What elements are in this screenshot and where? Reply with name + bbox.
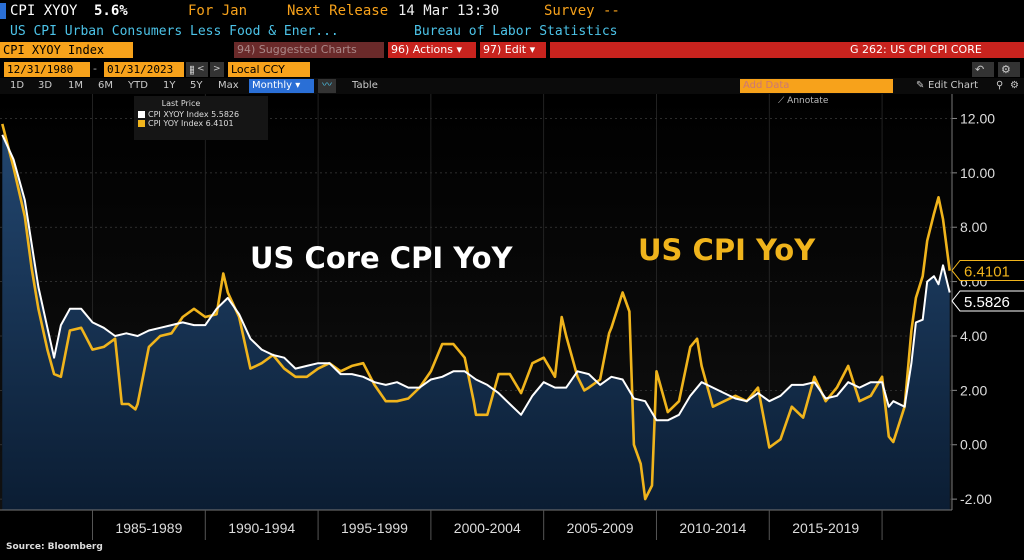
x-period-label: 2010-2014 [679, 520, 746, 536]
edit-chart-icon[interactable]: ✎ [916, 80, 925, 91]
last-value-headline: 6.4101 [964, 263, 1010, 280]
period-6m[interactable]: 6M [98, 80, 113, 91]
period-5y[interactable]: 5Y [190, 80, 203, 91]
table-button[interactable]: Table [352, 80, 378, 91]
y-tick-label: 0.00 [960, 437, 987, 453]
x-period-label: 1995-1999 [341, 520, 408, 536]
header-bar: CPI XYOY 5.6% For Jan Next Release 14 Ma… [0, 0, 1024, 22]
x-period-label: 2015-2019 [792, 520, 859, 536]
ticker-value: 5.6% [94, 3, 128, 19]
legend-label-headline: CPI YOY Index 6.4101 [148, 119, 234, 128]
line-chart-icon[interactable]: 〰 [318, 79, 336, 93]
next-release-label: Next Release [287, 3, 389, 19]
annotation-core: US Core CPI YoY [250, 241, 513, 275]
edit-menu[interactable]: 97) Edit ▾ [480, 42, 546, 58]
undo-icon[interactable]: ↶ [972, 62, 994, 77]
legend: Last Price CPI XYOY Index 5.5826 CPI YOY… [134, 96, 268, 140]
period-ytd[interactable]: YTD [128, 80, 148, 91]
next-period-icon[interactable]: > [210, 62, 224, 77]
annotations: US Core CPI YoY US CPI YoY [250, 233, 816, 275]
period-1y[interactable]: 1Y [163, 80, 176, 91]
y-tick-label: 10.00 [960, 165, 995, 181]
description-bar: US CPI Urban Consumers Less Food & Ener.… [0, 22, 1024, 40]
core-area [2, 134, 950, 511]
zoom-icon[interactable]: ⚲ [996, 80, 1004, 91]
graph-id: G 262: US CPI CPI CORE [850, 43, 982, 56]
next-release-date: 14 Mar 13:30 [398, 3, 500, 19]
suggested-charts-button[interactable]: 94) Suggested Charts [234, 42, 384, 58]
function-bar: CPI XYOY Index 94) Suggested Charts 96) … [0, 40, 1024, 60]
ticker[interactable]: CPI XYOY [10, 3, 78, 19]
last-value-labels: 6.4101 5.5826 [951, 259, 1024, 312]
currency-select[interactable]: Local CCY [228, 62, 310, 77]
x-period-label: 2005-2009 [567, 520, 634, 536]
x-period-label: 1990-1994 [228, 520, 295, 536]
settings-icon[interactable]: ⚙ [998, 62, 1020, 77]
actions-menu[interactable]: 96) Actions ▾ [388, 42, 476, 58]
last-value-core-box [951, 290, 1024, 312]
legend-item-core: CPI XYOY Index 5.5826 [138, 110, 264, 119]
period-3d[interactable]: 3D [38, 80, 53, 91]
legend-item-headline: CPI YOY Index 6.4101 [138, 119, 264, 128]
headline-cpi-line [1, 123, 951, 501]
survey-label: Survey -- [544, 3, 620, 19]
end-date-field[interactable]: 01/31/2023 [104, 62, 184, 77]
annotate-label: Annotate [787, 96, 829, 106]
last-value-headline-box [951, 259, 1024, 281]
chart-area: -2.00 0.00 2.00 4.00 6.00 8.00 10.00 12.00 1985… [0, 94, 1024, 556]
y-tick-label: 2.00 [960, 382, 987, 398]
date-dash: - [93, 62, 97, 75]
legend-swatch-core [138, 111, 145, 118]
annotate-icon: ⟋ [778, 96, 788, 106]
x-axis-band [0, 510, 1024, 556]
core-cpi-line [1, 134, 951, 422]
data-source: Bureau of Labor Statistics [414, 24, 618, 39]
security-description: US CPI Urban Consumers Less Food & Ener.… [10, 24, 339, 39]
gear-icon[interactable]: ⚙ [1010, 80, 1019, 91]
period-1d[interactable]: 1D [10, 80, 25, 91]
y-tick-label: 4.00 [960, 328, 987, 344]
y-tick-label: -2.00 [960, 491, 992, 507]
last-value-core: 5.5826 [964, 294, 1010, 311]
legend-swatch-headline [138, 120, 145, 127]
prev-period-icon[interactable]: < [194, 62, 208, 77]
security-field[interactable]: CPI XYOY Index [0, 42, 133, 58]
function-bar-fill [550, 42, 1024, 58]
x-period-label: 1985-1989 [115, 520, 182, 536]
x-period-label: 2000-2004 [454, 520, 521, 536]
x-axis: 1985-1989 1990-1994 1995-1999 2000-2004 2005… [0, 509, 1024, 556]
add-data-field[interactable]: Add Data [740, 79, 893, 93]
legend-title: Last Price [161, 99, 201, 108]
edit-chart-button[interactable]: Edit Chart [928, 80, 979, 91]
legend-label-core: CPI XYOY Index 5.5826 [148, 110, 240, 119]
period-bar: 1D 3D 1M 6M YTD 1Y 5Y Max Monthly ▾ 〰 Ta… [0, 78, 1024, 94]
source-footer: Source: Bloomberg [6, 542, 103, 552]
start-date-field[interactable]: 12/31/1980 [4, 62, 90, 77]
y-tick-label: 8.00 [960, 219, 987, 235]
annotate-button[interactable]: ⟋ Annotate [778, 96, 828, 106]
series-lines [1, 123, 951, 501]
y-tick-label: 12.00 [960, 110, 995, 126]
date-range-bar: 12/31/1980 - 01/31/2023 ▦ < > Local CCY … [0, 62, 1024, 78]
period-1m[interactable]: 1M [68, 80, 83, 91]
frequency-select[interactable]: Monthly ▾ [249, 79, 314, 93]
ticker-marker [0, 3, 6, 19]
period-max[interactable]: Max [218, 80, 239, 91]
annotation-headline: US CPI YoY [638, 233, 816, 267]
for-label: For Jan [188, 3, 248, 19]
